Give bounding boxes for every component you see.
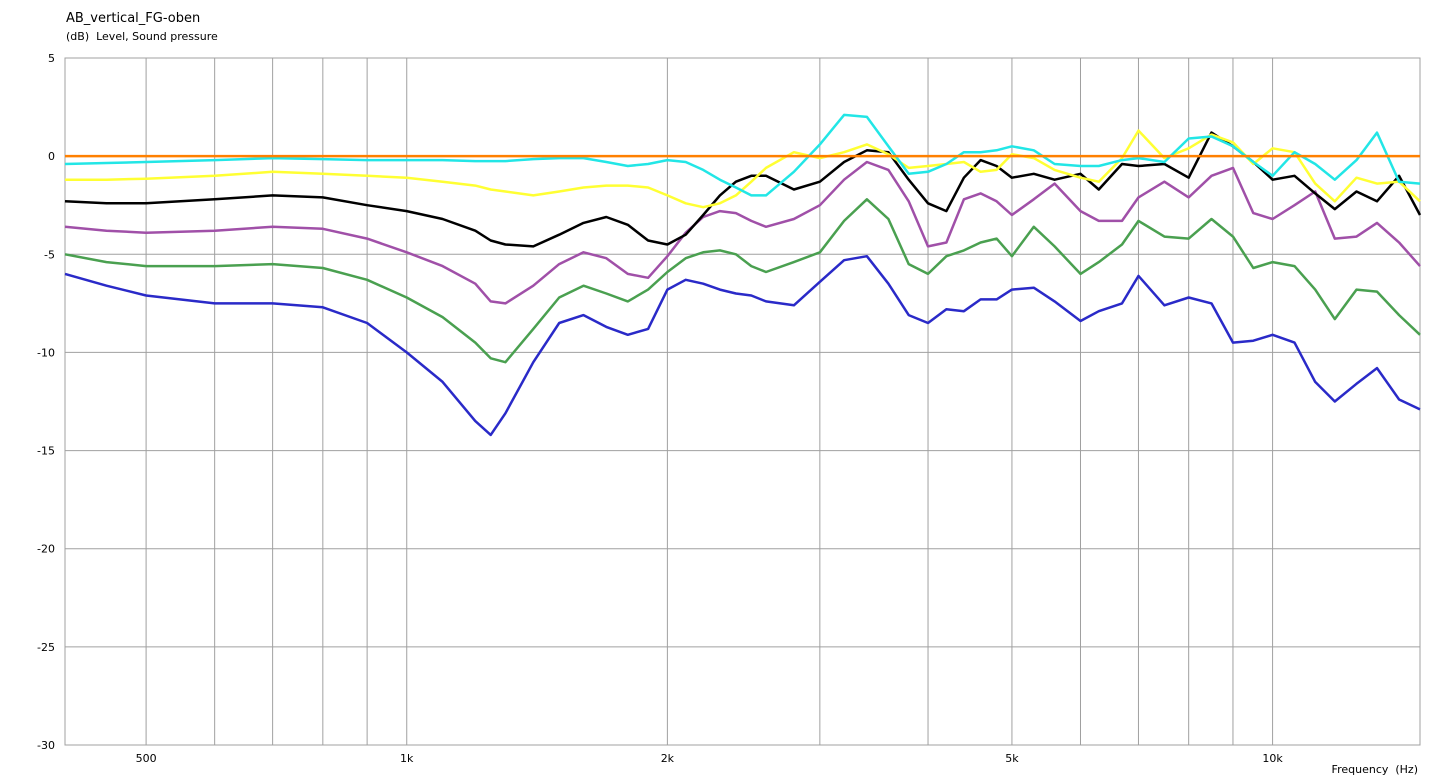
y-tick-label: -20 [37, 543, 55, 556]
x-tick-label: 2k [661, 752, 675, 765]
y-tick-label: 5 [48, 52, 55, 65]
y-tick-label: -15 [37, 445, 55, 458]
y-axis-label: (dB) Level, Sound pressure [66, 30, 218, 43]
series-line [64, 160, 1421, 305]
x-tick-label: 10k [1262, 752, 1283, 765]
x-axis-label: Frequency (Hz) [1332, 763, 1418, 776]
y-tick-label: -30 [37, 739, 55, 752]
y-tick-label: -5 [44, 248, 55, 261]
series-line [65, 129, 1421, 209]
plot-area [64, 57, 1421, 746]
y-tick-label: -25 [37, 641, 55, 654]
series-line [64, 254, 1421, 437]
y-tick-label: -10 [37, 346, 55, 359]
y-tick-label: 0 [48, 150, 55, 163]
series-line [64, 198, 1421, 364]
x-tick-label: 1k [400, 752, 414, 765]
x-tick-label: 500 [136, 752, 157, 765]
chart-title: AB_vertical_FG-oben [66, 11, 200, 26]
x-tick-label: 5k [1005, 752, 1019, 765]
series-line [64, 113, 1421, 197]
